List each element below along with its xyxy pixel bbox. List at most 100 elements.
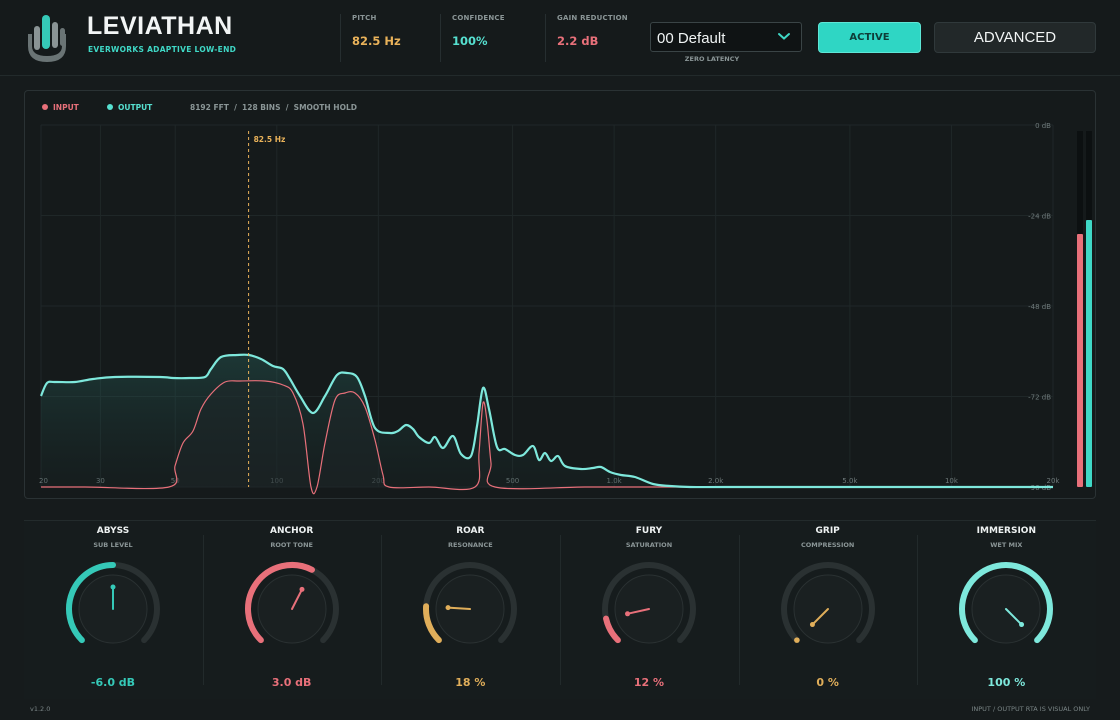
db-label: -48 dB [1028, 303, 1051, 311]
spectrum-analyzer: 0 dB-24 dB-48 dB-72 dB-96 dB203050100200… [24, 90, 1096, 499]
knob-dial[interactable] [956, 560, 1056, 660]
output-meter-fill [1086, 220, 1092, 487]
divider [202, 535, 204, 685]
freq-label: 2.0k [708, 477, 724, 485]
freq-label: 5.0k [842, 477, 858, 485]
knob-dial[interactable] [778, 560, 878, 660]
preset-dropdown[interactable]: 00 Default [650, 22, 802, 52]
footer-note: INPUT / OUTPUT RTA IS VISUAL ONLY [971, 705, 1090, 713]
knob-fury[interactable]: FURY SATURATION 12 % [560, 521, 738, 699]
knob-subtitle: COMPRESSION [800, 541, 855, 549]
knob-pointer [811, 608, 829, 626]
divider [381, 535, 383, 685]
knob-dial[interactable] [599, 560, 699, 660]
knob-name: GRIP [815, 526, 840, 536]
pitch-marker-label: 82.5 Hz [254, 135, 286, 144]
legend-input: INPUT [42, 103, 79, 112]
knob-value-arc [423, 603, 443, 644]
output-dot-icon [107, 104, 113, 110]
knob-track [602, 562, 696, 644]
pitch-label: PITCH [352, 14, 377, 22]
knob-value: 100 % [987, 676, 1026, 689]
legend-input-label: INPUT [53, 103, 79, 112]
db-label: -24 dB [1028, 213, 1051, 221]
knob-subtitle: ROOT TONE [270, 541, 313, 549]
knob-abyss[interactable]: ABYSS SUB LEVEL -6.0 dB [24, 521, 202, 699]
knob-value-arc [244, 562, 315, 644]
legend-output: OUTPUT [107, 103, 152, 112]
active-label: ACTIVE [849, 32, 890, 43]
divider [545, 14, 546, 62]
db-label: 0 dB [1035, 122, 1051, 130]
knob-name: ABYSS [96, 526, 130, 536]
knob-pointer-tip [299, 586, 305, 592]
knob-pointer [447, 606, 472, 610]
knob-dial[interactable] [63, 560, 163, 660]
input-dot-icon [42, 104, 48, 110]
pitch-metric: PITCH 82.5 Hz [352, 14, 401, 62]
knob-name: IMMERSION [976, 526, 1036, 536]
advanced-label: ADVANCED [973, 29, 1057, 46]
spectrum-graph: 0 dB-24 dB-48 dB-72 dB-96 dB203050100200… [39, 122, 1061, 495]
knob-pointer-tip [809, 622, 815, 628]
knob-value-arc [603, 615, 621, 644]
knob-subtitle: SATURATION [625, 541, 673, 549]
knob-pointer-tip [625, 611, 631, 617]
knob-pointer [1005, 608, 1023, 626]
output-meter [1086, 131, 1092, 487]
freq-label: 10k [945, 477, 959, 485]
advanced-button[interactable]: ADVANCED [934, 22, 1096, 53]
knob-value: -6.0 dB [90, 676, 136, 689]
confidence-value: 100% [452, 34, 488, 48]
input-curve [40, 380, 1053, 495]
knob-pointer-tip [110, 584, 116, 590]
knob-grip[interactable]: GRIP COMPRESSION 0 % [739, 521, 917, 699]
knob-value: 18 % [455, 676, 486, 689]
knob-subtitle: WET MIX [990, 541, 1023, 549]
confidence-label: CONFIDENCE [452, 14, 505, 22]
input-meter-fill [1077, 234, 1083, 487]
db-label: -72 dB [1028, 394, 1051, 402]
gain-reduction-label: GAIN REDUCTION [557, 14, 628, 22]
knob-dial[interactable] [242, 560, 342, 660]
knob-pointer [626, 608, 650, 615]
knob-pointer-tip [1019, 622, 1025, 628]
gain-reduction-value: 2.2 dB [557, 34, 599, 48]
knob-value-dot [793, 637, 800, 643]
knob-value: 3.0 dB [271, 676, 312, 689]
knob-name: ROAR [456, 526, 485, 536]
knob-pointer-tip [445, 605, 451, 611]
knob-pointer [290, 588, 303, 610]
chevron-down-icon [778, 33, 790, 40]
divider [917, 535, 919, 685]
knob-value-arc [66, 562, 116, 644]
input-area [41, 380, 1053, 494]
latency-caption: ZERO LATENCY [684, 55, 740, 63]
knob-subtitle: SUB LEVEL [93, 541, 133, 549]
confidence-metric: CONFIDENCE 100% [452, 14, 505, 62]
fft-info: 8192 FFT / 128 BINS / SMOOTH HOLD [190, 103, 357, 112]
version-label: v1.2.0 [30, 705, 51, 713]
divider [560, 535, 561, 685]
knob-value: 0 % [816, 676, 839, 689]
knob-anchor[interactable]: ANCHOR ROOT TONE 3.0 dB [203, 521, 381, 699]
input-meter [1077, 131, 1083, 487]
pitch-value: 82.5 Hz [352, 34, 401, 48]
knob-roar[interactable]: ROAR RESONANCE 18 % [381, 521, 559, 699]
output-curve [39, 353, 1053, 489]
preset-value: 00 Default [657, 30, 726, 47]
freq-label: 20k [1047, 477, 1061, 485]
app-subtitle: EVERWORKS ADAPTIVE LOW-END [88, 45, 237, 54]
divider [340, 14, 341, 62]
knob-name: ANCHOR [270, 526, 314, 536]
active-button[interactable]: ACTIVE [818, 22, 921, 53]
hand-logo-icon [28, 15, 66, 62]
knob-value-arc [959, 562, 1054, 644]
knob-value: 12 % [633, 676, 665, 689]
header-bar: LEVIATHAN EVERWORKS ADAPTIVE LOW-END PIT… [0, 0, 1120, 76]
knob-dial[interactable] [420, 560, 520, 660]
knob-subtitle: RESONANCE [447, 541, 493, 549]
knob-immersion[interactable]: IMMERSION WET MIX 100 % [917, 521, 1095, 699]
knob-panel: ABYSS SUB LEVEL -6.0 dB ANCHOR ROOT TONE 3.0 … [24, 520, 1096, 699]
knob-track [780, 562, 875, 644]
